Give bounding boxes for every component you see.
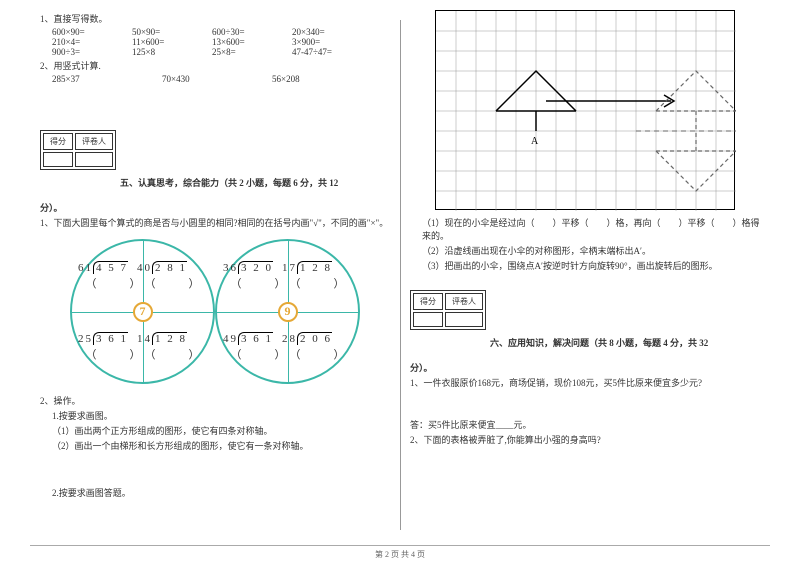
- q5-2-1a: （1）画出两个正方形组成的图形，使它有四条对称轴。: [40, 424, 390, 437]
- score-label: 得分: [413, 293, 443, 310]
- center-7: 7: [133, 302, 153, 322]
- grid-figure: A: [435, 10, 735, 210]
- vertical-calc-row: 285×37 70×430 56×208: [40, 74, 390, 84]
- quad-tr: 402 8 1 （ ）: [137, 261, 207, 291]
- circle-left: 7 614 5 7 （ ） 402 8 1 （ ） 253 6 1 （ ） 14…: [70, 239, 215, 384]
- expr: 20×340=: [292, 27, 372, 37]
- center-9: 9: [278, 302, 298, 322]
- section6-title: 六、应用知识，解决问题（共 8 小题，每题 4 分，共 32: [410, 336, 760, 349]
- expr: 50×90=: [132, 27, 212, 37]
- circle-right: 9 363 2 0 （ ） 171 2 8 （ ） 493 6 1 （ ） 28…: [215, 239, 360, 384]
- points-close: 分）。: [40, 201, 390, 214]
- score-box: 得分 评卷人: [40, 130, 116, 170]
- quad-tr: 171 2 8 （ ）: [282, 261, 352, 291]
- q5-2-1: 1.按要求画图。: [40, 409, 390, 422]
- expr: 25×8=: [212, 47, 292, 57]
- q6-1: 1、一件衣服原价168元，商场促销，现价108元，买5件比原来便宜多少元?: [410, 376, 760, 389]
- expr: 56×208: [272, 74, 382, 84]
- q1-title: 1、直接写得数。: [40, 12, 390, 25]
- footer-text: 第 2 页 共 4 页: [375, 550, 425, 559]
- q6-2: 2、下面的表格被弄脏了,你能算出小强的身高吗?: [410, 433, 760, 446]
- label-A: A: [531, 136, 539, 147]
- expr: 210×4=: [52, 37, 132, 47]
- expr: 600÷30=: [212, 27, 292, 37]
- expr: 3×900=: [292, 37, 372, 47]
- q5-2: 2、操作。: [40, 394, 390, 407]
- q5-2-2: 2.按要求画图答题。: [40, 486, 390, 499]
- quad-br: 141 2 8 （ ）: [137, 332, 207, 362]
- r1: （1）现在的小伞是经过向（ ）平移（ ）格，再向（ ）平移（ ）格得来的。: [410, 216, 760, 242]
- r3: （3）把画出的小伞，围绕点A′按逆时针方向旋转90°，画出旋转后的图形。: [410, 259, 760, 272]
- q5-2-1b: （2）画出一个由梯形和长方形组成的图形，使它有一条对称轴。: [40, 439, 390, 452]
- expr: 11×600=: [132, 37, 212, 47]
- expr: 47-47÷47=: [292, 47, 372, 57]
- q6-1-ans: 答：买5件比原来便宜____元。: [410, 418, 760, 431]
- expr: 900÷3=: [52, 47, 132, 57]
- section5-title: 五、认真思考，综合能力（共 2 小题，每题 6 分，共 12: [40, 176, 390, 189]
- grader-label: 评卷人: [75, 133, 113, 150]
- mental-math-block: 600×90= 50×90= 600÷30= 20×340= 210×4= 11…: [40, 27, 390, 57]
- page-footer: 第 2 页 共 4 页: [0, 545, 800, 560]
- score-box-right: 得分 评卷人: [410, 290, 486, 330]
- expr: 13×600=: [212, 37, 292, 47]
- expr: 285×37: [52, 74, 162, 84]
- grader-label: 评卷人: [445, 293, 483, 310]
- q5-1: 1、下面大圆里每个算式的商是否与小圆里的相同?相同的在括号内画"√"，不同的画"…: [40, 216, 390, 229]
- division-circles: 7 614 5 7 （ ） 402 8 1 （ ） 253 6 1 （ ） 14…: [40, 239, 390, 384]
- points-close-r: 分）。: [410, 361, 760, 374]
- score-label: 得分: [43, 133, 73, 150]
- q2-title: 2、用竖式计算.: [40, 59, 390, 72]
- r2: （2）沿虚线画出现在小伞的对称图形，伞柄末端标出A′。: [410, 244, 760, 257]
- expr: 125×8: [132, 47, 212, 57]
- left-column: 1、直接写得数。 600×90= 50×90= 600÷30= 20×340= …: [30, 10, 400, 535]
- expr: 70×430: [162, 74, 272, 84]
- right-column: A （1）现在的小伞是经过向（ ）平移（ ）格，再向（ ）平移（ ）格得来的。 …: [400, 10, 770, 535]
- quad-br: 282 0 6 （ ）: [282, 332, 352, 362]
- expr: 600×90=: [52, 27, 132, 37]
